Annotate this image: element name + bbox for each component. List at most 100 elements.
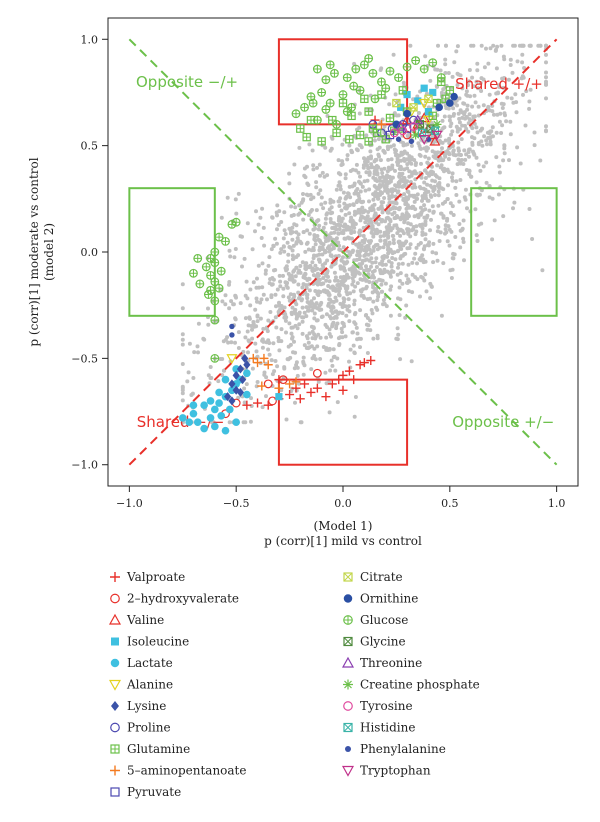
background-point (499, 43, 504, 48)
background-point (337, 293, 342, 298)
background-point (538, 158, 543, 163)
legend-label: Valine (126, 613, 164, 627)
background-point (451, 106, 456, 111)
background-point (207, 381, 212, 386)
background-point (379, 282, 384, 287)
background-point (350, 167, 355, 172)
background-point (196, 350, 200, 355)
background-point (484, 180, 489, 185)
background-point (382, 196, 387, 200)
background-point (357, 111, 362, 116)
background-point (362, 253, 367, 258)
background-point (365, 217, 370, 222)
legend-item-valproate: Valproate (110, 570, 185, 584)
background-point (318, 335, 323, 340)
background-point (290, 276, 295, 281)
background-point (465, 206, 469, 211)
opposite-neg-pos-label: Opposite −/+ (136, 73, 238, 91)
background-point (443, 223, 448, 228)
background-point (259, 297, 264, 302)
background-point (532, 143, 537, 148)
background-point (289, 204, 294, 209)
background-point (243, 420, 248, 425)
background-point (297, 322, 302, 327)
background-point (458, 178, 463, 182)
background-point (302, 310, 307, 315)
background-point (382, 233, 387, 238)
background-point (311, 245, 316, 250)
background-point (284, 417, 289, 422)
background-point (457, 116, 462, 121)
background-point (350, 330, 355, 335)
background-point (376, 294, 381, 299)
legend-item-glucose: Glucose (343, 613, 408, 627)
background-point (342, 236, 347, 241)
background-point (279, 247, 284, 252)
background-point (355, 127, 359, 132)
5-aminopentanoate-point (248, 353, 258, 363)
background-point (441, 215, 446, 220)
background-point (180, 337, 185, 342)
background-point (463, 157, 468, 162)
valproate-point (263, 400, 273, 410)
background-point (435, 67, 440, 72)
background-point (420, 226, 425, 231)
background-point (479, 76, 484, 81)
background-point (395, 337, 400, 342)
background-point (275, 364, 280, 369)
glucose-point (206, 253, 215, 263)
background-point (357, 143, 362, 147)
background-point (447, 118, 452, 123)
background-point (180, 388, 185, 393)
background-point (362, 216, 367, 221)
background-point (420, 222, 425, 227)
background-point (436, 193, 441, 198)
background-point (440, 140, 445, 145)
glutamine-point (332, 128, 341, 138)
legend-item-valine: Valine (108, 613, 164, 627)
background-point (426, 156, 431, 161)
background-point (389, 157, 394, 162)
background-point (266, 318, 271, 323)
background-point (307, 288, 312, 293)
background-point (272, 268, 276, 273)
background-point (316, 379, 321, 384)
threonine-point (412, 114, 424, 125)
background-point (490, 125, 495, 130)
isoleucine-point (420, 84, 428, 92)
background-point (252, 324, 257, 329)
background-point (345, 153, 350, 158)
background-point (370, 290, 375, 295)
background-point (185, 379, 190, 384)
background-point (463, 187, 468, 192)
background-point (415, 261, 419, 266)
background-point (277, 273, 282, 278)
background-point (345, 307, 350, 312)
background-point (393, 188, 398, 193)
background-point (262, 372, 267, 377)
background-point (430, 250, 435, 255)
background-point (530, 237, 535, 241)
background-point (532, 130, 537, 135)
background-point (349, 231, 354, 235)
lysine-point (236, 364, 245, 374)
background-point (290, 253, 295, 258)
background-point (390, 233, 395, 238)
legend-item-ornithine: Ornithine (343, 592, 418, 606)
background-point (388, 313, 393, 318)
glutamine-point (364, 107, 373, 116)
glucose-point (210, 277, 220, 287)
background-point (228, 254, 233, 259)
axes: −1.0 −0.5 0.0 0.5 1.0 −1.0 −0.5 0.0 0.5 1.0 (71, 33, 565, 510)
background-point (233, 340, 237, 345)
background-point (323, 145, 328, 150)
background-point (375, 298, 380, 303)
background-point (330, 363, 335, 368)
reference-lines (128, 38, 558, 466)
background-point (497, 85, 502, 89)
background-point (309, 367, 314, 372)
background-point (445, 239, 450, 244)
background-point (278, 284, 283, 289)
background-point (443, 138, 448, 143)
legend-item-creatine-phosphate: Creatine phosphate (343, 678, 480, 692)
